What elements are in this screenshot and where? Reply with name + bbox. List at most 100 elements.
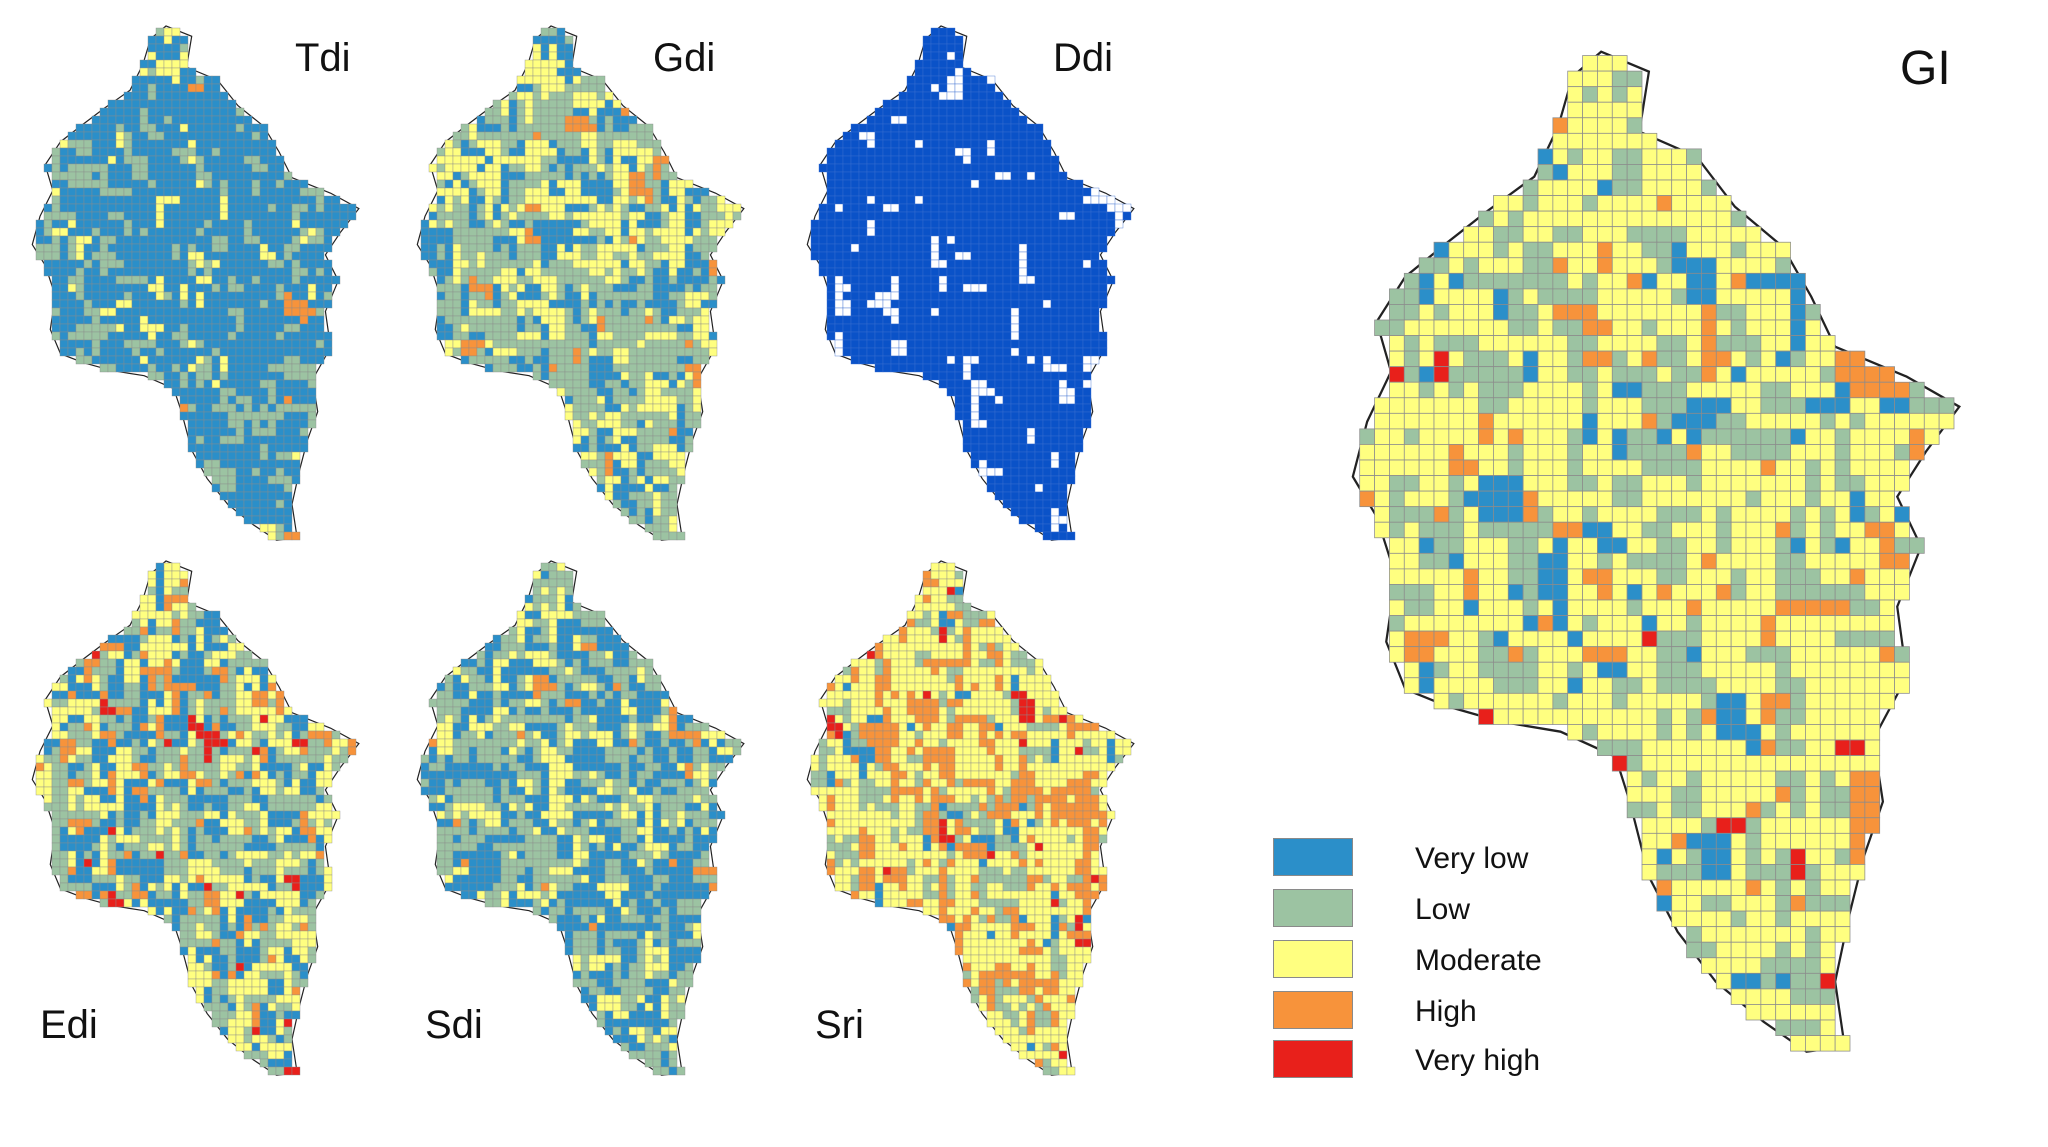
map-cell (620, 387, 630, 397)
map-cell (267, 267, 277, 277)
map-cell (1010, 251, 1020, 261)
map-cell (524, 283, 534, 293)
map-cell (906, 187, 916, 197)
map-cell (235, 355, 245, 365)
map-cell (1018, 515, 1028, 525)
map-cell (91, 219, 101, 229)
map-cell (235, 379, 245, 389)
map-cell (99, 666, 109, 676)
map-cell (644, 507, 654, 517)
map-cell (668, 331, 678, 341)
map-cell (866, 147, 876, 157)
map-cell (914, 75, 924, 85)
map-cell (131, 187, 141, 197)
map-cell (1042, 403, 1052, 413)
map-cell (986, 203, 996, 213)
map-cell (684, 443, 694, 453)
map-cell (75, 778, 85, 788)
map-cell (235, 435, 245, 445)
map-cell (596, 267, 606, 277)
map-cell (428, 251, 438, 261)
map-cell (99, 243, 109, 253)
map-cell (1066, 459, 1076, 469)
map-cell (211, 794, 221, 804)
map-cell (35, 251, 45, 261)
map-cell (123, 642, 133, 652)
map-cell (1010, 283, 1020, 293)
map-cell (866, 131, 876, 141)
map-cell (460, 147, 470, 157)
map-cell (588, 387, 598, 397)
map-cell (211, 371, 221, 381)
map-cell (668, 427, 678, 437)
map-cell (307, 403, 317, 413)
map-cell (938, 179, 948, 189)
map-cell (540, 43, 550, 53)
map-cell (556, 75, 566, 85)
map-cell (484, 259, 494, 269)
map-cell (850, 323, 860, 333)
map-cell (211, 443, 221, 453)
map-cell (588, 363, 598, 373)
map-cell (628, 115, 638, 125)
map-cell (652, 299, 662, 309)
map-cell (179, 251, 189, 261)
map-cell (323, 291, 333, 301)
map-cell (235, 419, 245, 429)
map-cell (1074, 435, 1084, 445)
map-cell (620, 475, 630, 485)
map-cell (444, 139, 454, 149)
map-cell (604, 491, 614, 501)
map-cell (524, 275, 534, 285)
map-cell (83, 355, 93, 365)
map-cell (684, 299, 694, 309)
map-cell (195, 307, 205, 317)
map-cell (91, 235, 101, 245)
map-cell (436, 179, 446, 189)
map-cell (874, 147, 884, 157)
map-cell (283, 459, 293, 469)
map-cell (251, 507, 261, 517)
map-cell (660, 339, 670, 349)
map-cell (67, 155, 77, 165)
map-cell (500, 299, 510, 309)
map-cell (1026, 275, 1036, 285)
map-cell (75, 355, 85, 365)
map-cell (83, 227, 93, 237)
map-cell (572, 75, 582, 85)
map-cell (235, 698, 245, 708)
map-cell (874, 187, 884, 197)
map-cell (347, 203, 357, 213)
map-cell (1010, 203, 1020, 213)
map-cell (275, 515, 285, 525)
map-cell (492, 363, 502, 373)
map-cell (1058, 411, 1068, 421)
map-cell (1074, 355, 1084, 365)
map-cell (460, 355, 470, 365)
map-cell (307, 778, 317, 788)
map-cell (946, 163, 956, 173)
map-cell (299, 243, 309, 253)
map-cell (211, 147, 221, 157)
map-cell (259, 371, 269, 381)
map-cell (588, 83, 598, 93)
map-cell (227, 762, 237, 772)
map-cell (131, 323, 141, 333)
map-cell (810, 251, 820, 261)
map-cell (1018, 451, 1028, 461)
map-cell (954, 195, 964, 205)
map-cell (890, 251, 900, 261)
map-cell (588, 155, 598, 165)
map-cell (700, 187, 710, 197)
map-cell (259, 507, 269, 517)
map-cell (954, 91, 964, 101)
map-cell (596, 379, 606, 389)
map-cell (1002, 411, 1012, 421)
map-cell (155, 794, 165, 804)
map-cell (962, 323, 972, 333)
map-cell (259, 778, 269, 788)
map-cell (476, 139, 486, 149)
map-cell (516, 131, 526, 141)
map-cell (179, 387, 189, 397)
map-cell (243, 650, 253, 660)
